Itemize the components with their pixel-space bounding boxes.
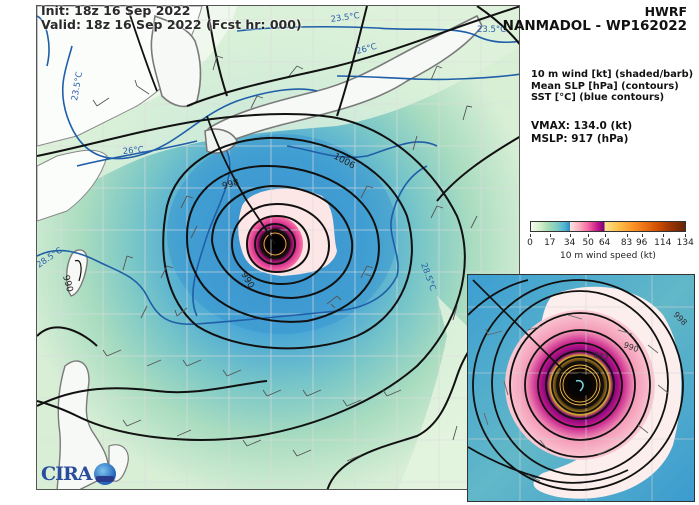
svg-text:23.5°C: 23.5°C [330, 11, 360, 25]
mslp-value: MSLP: 917 (hPa) [531, 132, 629, 145]
colorbar-ticks: 0 17 34 50 64 83 96 114 134 [527, 234, 694, 258]
storm-track [206, 115, 276, 245]
storm-stats: VMAX: 134.0 (kt) MSLP: 917 (hPa) [531, 120, 632, 145]
colorbar-tick: 0 [527, 238, 533, 248]
svg-text:23.5°C: 23.5°C [477, 25, 506, 35]
wind-barbs [92, 55, 478, 462]
slp-contours [37, 6, 519, 489]
inset-storm-track [472, 279, 564, 371]
legend-sst: SST [°C] (blue contours) [531, 92, 665, 103]
colorbar-tick: 34 [563, 238, 576, 248]
model-name: HWRF [644, 4, 687, 19]
svg-text:26°C: 26°C [122, 145, 144, 157]
inset-core-map: 990 982 998 [467, 274, 695, 502]
svg-text:982: 982 [592, 350, 609, 363]
colorbar-tick: 50 [582, 238, 594, 248]
cira-logo-text: CIRA [41, 462, 93, 485]
colorbar-label: 10 m wind speed (kt) [560, 251, 656, 261]
storm-name: NANMADOL - WP162022 [502, 18, 687, 34]
colorbar-tick: 17 [544, 238, 556, 248]
valid-time: Valid: 18z 16 Sep 2022 (Fcst hr: 000) [41, 17, 302, 32]
globe-icon [93, 462, 116, 485]
colorbar-tick: 96 [635, 238, 648, 248]
wind-speed-colorbar [530, 221, 686, 232]
svg-text:990: 990 [60, 274, 74, 293]
inset-wind-barbs [483, 314, 669, 482]
cira-logo: CIRA [41, 461, 116, 486]
legend-slp: Mean SLP [hPa] (contours) [531, 80, 679, 92]
vmax-value: VMAX: 134.0 (kt) [531, 120, 633, 132]
svg-text:23.5°C: 23.5°C [70, 71, 85, 101]
init-time: Init: 18z 16 Sep 2022 [41, 3, 191, 18]
forecast-time-header: Init: 18z 16 Sep 2022 Valid: 18z 16 Sep … [41, 4, 302, 32]
colorbar-tick: 64 [598, 238, 611, 248]
inset-slp-contours [468, 279, 684, 491]
colorbar-tick: 134 [676, 238, 694, 248]
colorbar-tick: 83 [620, 238, 633, 248]
field-legend: 10 m wind [kt] (shaded/barb) Mean SLP [h… [531, 69, 693, 104]
colorbar-tick: 114 [654, 238, 672, 248]
title-block: HWRF NANMADOL - WP162022 [503, 5, 687, 34]
legend-wind: 10 m wind [kt] (shaded/barb) [531, 69, 694, 80]
main-map: 23.5°C 23.5°C 23.5°C 26°C 26°C 28.5°C 28… [36, 5, 520, 490]
svg-text:998: 998 [221, 178, 240, 192]
